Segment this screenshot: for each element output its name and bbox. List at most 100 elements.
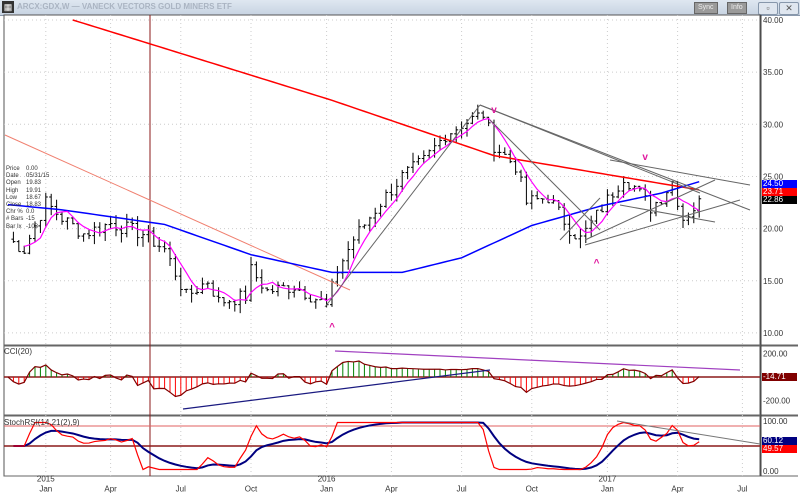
ohlc-bar [378,203,383,217]
ohlc-bar [286,285,291,300]
ohlc-bar [438,135,442,151]
stoch-d-badge: 49.57 [762,445,797,453]
ohlc-bar [681,203,685,228]
info-value: 05/31/15 [26,173,50,180]
ohlc-bar [664,191,669,207]
pivot-marker: ^ [329,322,335,333]
info-row: High 19.91 [6,188,49,195]
info-key: Low [6,194,18,201]
window-title: ARCX:GDX,W — VANECK VECTORS GOLD MINERS … [17,2,232,11]
ohlc-bar [313,298,318,309]
ohlc-bar [11,231,16,243]
ohlc-bar [535,191,540,200]
info-panel: Price 0.00 Date 05/31/15 Open 19.83 High 19.91 L… [6,166,49,231]
stoch-tick: 100.00 [763,417,788,426]
ohlc-bar [205,281,210,289]
ohlc-bar [443,134,448,146]
x-tick-month: Apr [385,485,398,493]
price-tick: 40.00 [763,16,784,25]
info-key: High [6,187,19,194]
stoch-k-badge: 60.12 [762,437,797,445]
ohlc-bar [281,282,286,287]
price-tick: 10.00 [763,329,784,338]
ohlc-bar [362,224,367,229]
cci-resistance-line [334,350,741,371]
x-tick-month: Jan [39,485,52,493]
ohlc-bar [357,219,361,244]
x-tick-month: Jan [601,485,614,493]
info-key: Close [6,202,22,209]
plot-area [3,14,761,477]
ohlc-bar [124,213,129,238]
info-row: Price 0.00 [6,166,49,173]
x-tick-month: Jul [737,485,747,493]
info-value: 18.67 [26,194,42,201]
info-row: Open 19.83 [6,180,49,187]
ohlc-bar [637,185,642,192]
ohlc-bar [200,277,205,295]
info-key: Chr % [6,209,23,216]
ohlc-bar [627,182,631,191]
ohlc-bar [594,209,599,224]
x-tick-year: 2015 [37,475,55,484]
ohlc-bar [540,198,545,204]
ohlc-bar [389,183,394,201]
ohlc-bar [691,202,696,224]
ma-short-line [24,117,700,302]
ohlc-bar [454,126,459,143]
sync-button[interactable]: Sync [694,2,718,14]
cci-line [7,360,700,398]
ohlc-bar [43,192,48,228]
info-value: -103 [26,223,39,230]
info-row: Low 18.67 [6,195,49,202]
ohlc-bar [384,189,388,208]
info-key: Date [6,173,19,180]
close-button[interactable]: ✕ [779,2,799,15]
restore-button[interactable]: ▫ [758,2,778,15]
ohlc-bar [22,245,27,255]
ohlc-bar [238,288,243,314]
info-row: # Bars -15 [6,216,49,223]
cci-badge: -14.71 [762,373,797,381]
ohlc-bar [481,110,486,120]
ohlc-bar [92,222,97,245]
info-value: -15 [26,216,35,223]
ohlc-bar [573,233,577,240]
ohlc-bar [276,281,280,297]
ohlc-bar [70,217,75,225]
ohlc-bar [38,219,43,233]
ohlc-bar [81,233,86,242]
trendline [479,104,751,211]
x-tick-year: 2016 [318,475,336,484]
ma-mid-line [7,180,700,274]
trendline [559,197,601,241]
info-value: 19.83 [26,180,42,187]
ohlc-bar [524,171,529,206]
info-button[interactable]: Info [727,2,747,14]
x-tick-month: Oct [526,485,539,493]
ohlc-bar [178,267,183,297]
ohlc-bar [108,217,113,230]
ohlc-bar [367,216,372,232]
info-value: 18.83 [26,202,42,209]
trendline [489,119,601,231]
ohlc-bar [222,297,226,307]
trendline [609,159,751,186]
info-key: Bar Ix [6,223,22,230]
x-tick-month: Jan [320,485,333,493]
ohlc-bar [405,166,410,180]
ohlc-bar [87,229,91,240]
info-row: Close 18.83 [6,202,49,209]
ohlc-bar [270,285,275,294]
info-row: Bar Ix -103 [6,224,49,231]
info-key: Open [6,180,21,187]
ohlc-bar [411,152,415,174]
info-value: 19.91 [26,187,42,194]
ohlc-bar [513,157,518,175]
ohlc-bar [519,169,523,183]
ohlc-bar [654,201,658,217]
trendline [619,204,716,223]
ohlc-bar [173,253,178,281]
